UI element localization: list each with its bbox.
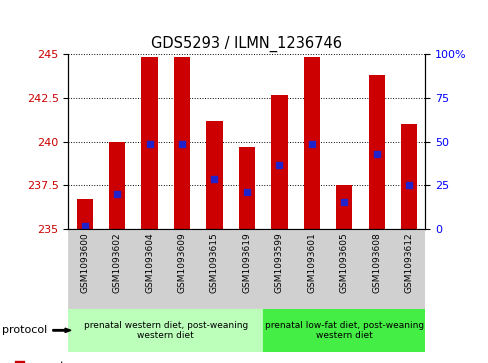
Bar bbox=[271, 94, 287, 229]
Text: prenatal western diet, post-weaning
western diet: prenatal western diet, post-weaning west… bbox=[83, 321, 247, 340]
Bar bbox=[327, 229, 360, 309]
Text: GSM1093602: GSM1093602 bbox=[112, 233, 122, 293]
Bar bbox=[101, 229, 133, 309]
Bar bbox=[238, 147, 255, 229]
Title: GDS5293 / ILMN_1236746: GDS5293 / ILMN_1236746 bbox=[151, 36, 342, 52]
Legend: count, percentile rank within the sample: count, percentile rank within the sample bbox=[15, 361, 221, 363]
Bar bbox=[68, 309, 263, 352]
Bar bbox=[368, 76, 384, 229]
Text: prenatal low-fat diet, post-weaning
western diet: prenatal low-fat diet, post-weaning west… bbox=[264, 321, 423, 340]
Bar bbox=[336, 185, 352, 229]
Text: GSM1093608: GSM1093608 bbox=[371, 233, 381, 293]
Point bbox=[113, 191, 121, 197]
Bar bbox=[77, 199, 93, 229]
Text: GSM1093604: GSM1093604 bbox=[145, 233, 154, 293]
Point bbox=[307, 141, 315, 147]
Bar bbox=[303, 57, 319, 229]
Bar bbox=[206, 121, 222, 229]
Bar bbox=[68, 229, 101, 309]
Point bbox=[340, 199, 347, 205]
Bar bbox=[141, 57, 158, 229]
Point bbox=[178, 141, 185, 147]
Text: GSM1093619: GSM1093619 bbox=[242, 233, 251, 293]
Text: GSM1093599: GSM1093599 bbox=[274, 233, 284, 293]
Bar bbox=[133, 229, 165, 309]
Text: GSM1093612: GSM1093612 bbox=[404, 233, 413, 293]
Text: GSM1093609: GSM1093609 bbox=[177, 233, 186, 293]
Point bbox=[145, 141, 153, 147]
Text: protocol: protocol bbox=[2, 325, 48, 335]
Bar bbox=[295, 229, 327, 309]
Bar bbox=[263, 309, 425, 352]
Bar bbox=[400, 124, 416, 229]
Bar bbox=[174, 57, 190, 229]
Text: GSM1093605: GSM1093605 bbox=[339, 233, 348, 293]
Text: GSM1093615: GSM1093615 bbox=[209, 233, 219, 293]
Point bbox=[81, 223, 88, 229]
Bar bbox=[392, 229, 425, 309]
Bar bbox=[230, 229, 263, 309]
Point bbox=[243, 189, 250, 195]
Text: GSM1093601: GSM1093601 bbox=[307, 233, 316, 293]
Point bbox=[372, 151, 380, 157]
Bar bbox=[109, 142, 125, 229]
Point bbox=[210, 176, 218, 182]
Bar bbox=[360, 229, 392, 309]
Bar bbox=[198, 229, 230, 309]
Text: GSM1093600: GSM1093600 bbox=[80, 233, 89, 293]
Point bbox=[405, 182, 412, 188]
Bar bbox=[165, 229, 198, 309]
Point bbox=[275, 162, 283, 168]
Bar bbox=[263, 229, 295, 309]
